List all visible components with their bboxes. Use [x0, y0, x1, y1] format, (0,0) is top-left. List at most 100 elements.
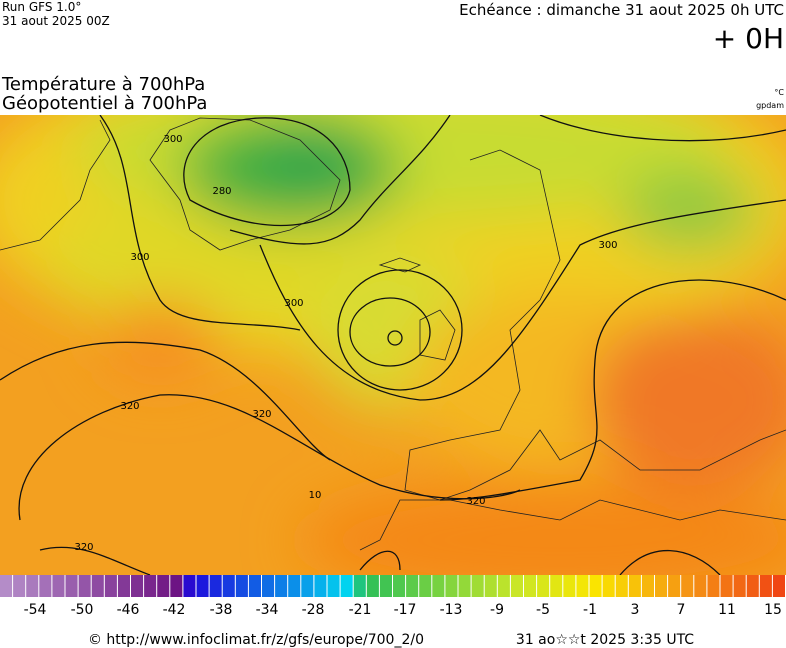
color-swatch	[222, 575, 235, 597]
scale-label: -34	[256, 602, 279, 618]
color-swatch	[157, 575, 170, 597]
color-swatch	[366, 575, 379, 597]
unit-label: gpdam	[756, 101, 784, 110]
scale-label: -46	[117, 602, 140, 618]
color-swatch	[275, 575, 288, 597]
color-swatch	[78, 575, 91, 597]
contour	[439, 279, 786, 501]
color-swatch	[288, 575, 301, 597]
color-swatch	[327, 575, 340, 597]
color-scale	[0, 575, 785, 597]
color-swatch	[524, 575, 537, 597]
scale-label: 11	[718, 602, 736, 618]
contour-label: 320	[120, 401, 139, 412]
color-swatch	[772, 575, 785, 597]
scale-label: -13	[440, 602, 463, 618]
color-swatch	[550, 575, 563, 597]
coastline	[149, 117, 341, 251]
contour	[349, 297, 431, 367]
color-swatch	[510, 575, 523, 597]
contour	[229, 115, 451, 245]
forecast-offset: + 0H	[713, 22, 784, 55]
contour	[259, 199, 786, 401]
color-swatch	[183, 575, 196, 597]
color-swatch	[602, 575, 615, 597]
color-swatch	[707, 575, 720, 597]
color-swatch	[576, 575, 589, 597]
color-swatch	[458, 575, 471, 597]
color-swatch	[537, 575, 550, 597]
generation-date: 31 ao☆☆t 2025 3:35 UTC	[516, 632, 694, 648]
color-swatch	[52, 575, 65, 597]
color-swatch	[65, 575, 78, 597]
scale-labels: -54 -50 -46 -42 -38 -34 -28 -21 -17 -13 -9 -5 -1 3 7 11…	[24, 602, 782, 618]
coastline	[0, 119, 111, 251]
color-swatch	[144, 575, 157, 597]
contour-label: 300	[163, 134, 182, 145]
color-swatch	[733, 575, 746, 597]
unit-label: °C	[774, 88, 784, 97]
run-label: Run GFS 1.0°	[2, 0, 81, 14]
scale-label: -21	[349, 602, 372, 618]
color-swatch	[393, 575, 406, 597]
contour	[39, 546, 721, 575]
color-swatch	[262, 575, 275, 597]
color-swatch	[445, 575, 458, 597]
color-swatch	[170, 575, 183, 597]
contour-label: 300	[284, 298, 303, 309]
contour	[99, 115, 301, 331]
scale-label: 3	[631, 602, 640, 618]
color-swatch	[353, 575, 366, 597]
color-swatch	[314, 575, 327, 597]
color-swatch	[484, 575, 497, 597]
color-swatch	[104, 575, 117, 597]
color-swatch	[641, 575, 654, 597]
color-swatch	[39, 575, 52, 597]
color-swatch	[301, 575, 314, 597]
contour-label: 300	[598, 240, 617, 251]
color-swatch	[746, 575, 759, 597]
contour	[183, 117, 351, 227]
color-swatch	[589, 575, 602, 597]
map-subtitle: Géopotentiel à 700hPa	[2, 93, 207, 114]
scale-label: -42	[163, 602, 186, 618]
scale-label: -1	[583, 602, 597, 618]
color-swatch	[248, 575, 261, 597]
coastline	[359, 499, 786, 551]
color-swatch	[759, 575, 772, 597]
scale-label: -38	[210, 602, 233, 618]
scale-label: -50	[71, 602, 94, 618]
color-swatch	[720, 575, 733, 597]
color-swatch	[471, 575, 484, 597]
color-swatch	[196, 575, 209, 597]
color-swatch	[628, 575, 641, 597]
scale-label: 7	[677, 602, 686, 618]
color-swatch	[91, 575, 104, 597]
contour-label: 320	[74, 542, 93, 553]
contour	[387, 330, 403, 346]
color-swatch	[379, 575, 392, 597]
color-swatch	[209, 575, 222, 597]
color-swatch	[340, 575, 353, 597]
color-swatch	[131, 575, 144, 597]
map: 300 280 300 300 300 320 320 320 320 10	[0, 115, 786, 575]
map-title: Température à 700hPa	[1, 74, 205, 95]
color-swatch	[497, 575, 510, 597]
color-swatch	[117, 575, 130, 597]
scale-label: -54	[24, 602, 47, 618]
contour	[0, 341, 331, 461]
color-swatch	[432, 575, 445, 597]
contour-label: 320	[466, 496, 485, 507]
color-swatch	[694, 575, 707, 597]
color-swatch	[681, 575, 694, 597]
color-swatch	[406, 575, 419, 597]
source-url: © http://www.infoclimat.fr/z/gfs/europe/…	[88, 632, 424, 648]
color-swatch	[655, 575, 668, 597]
color-swatch	[0, 575, 13, 597]
color-swatch	[26, 575, 39, 597]
contour-label: 10	[309, 490, 322, 501]
color-swatch	[563, 575, 576, 597]
color-swatch	[615, 575, 628, 597]
